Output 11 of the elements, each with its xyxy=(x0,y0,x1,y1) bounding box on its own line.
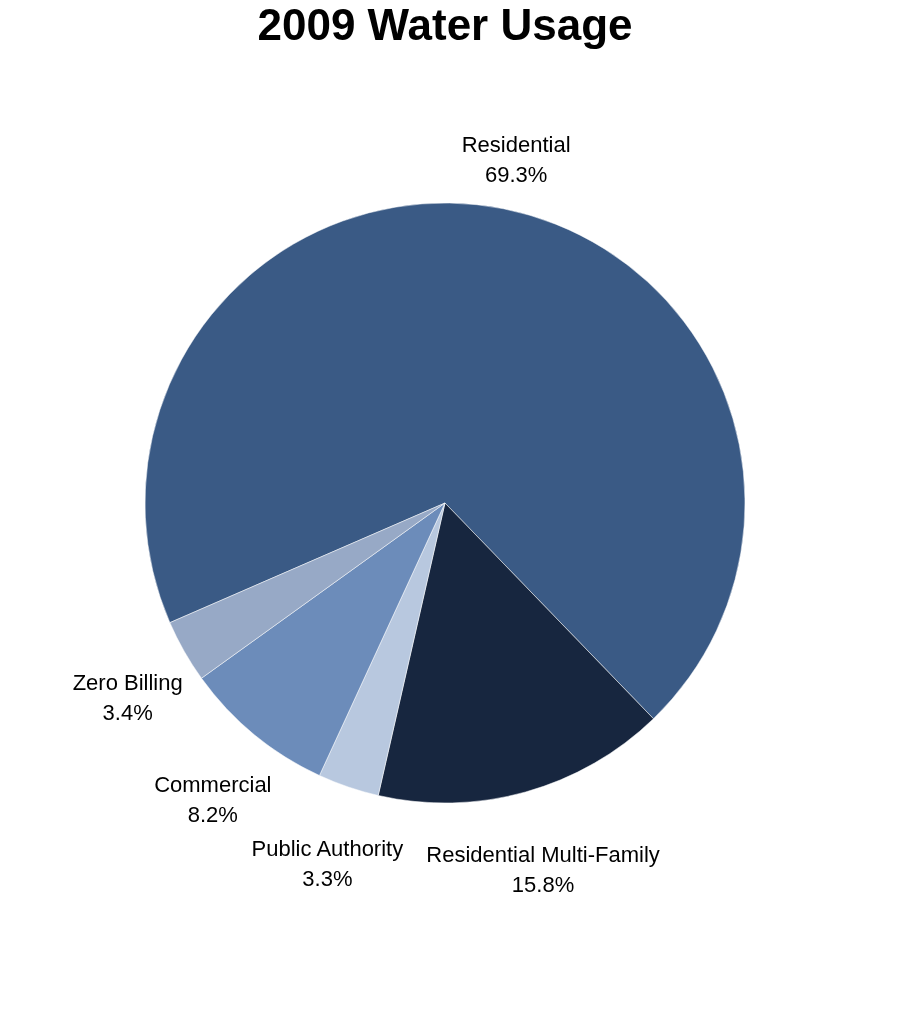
chart-title: 2009 Water Usage xyxy=(257,0,633,49)
data-label: 3.4% xyxy=(102,700,153,726)
slice-label: Zero Billing xyxy=(72,670,183,696)
slice-label: Public Authority xyxy=(251,835,404,861)
slice-label: Residential Multi-Family xyxy=(426,841,660,867)
slice-label: Residential xyxy=(461,132,571,157)
data-label: 3.3% xyxy=(302,865,353,891)
slice-label: Commercial xyxy=(154,771,272,797)
data-label: 8.2% xyxy=(187,801,238,827)
data-label: 15.8% xyxy=(511,871,575,897)
data-label: 69.3% xyxy=(484,162,548,187)
